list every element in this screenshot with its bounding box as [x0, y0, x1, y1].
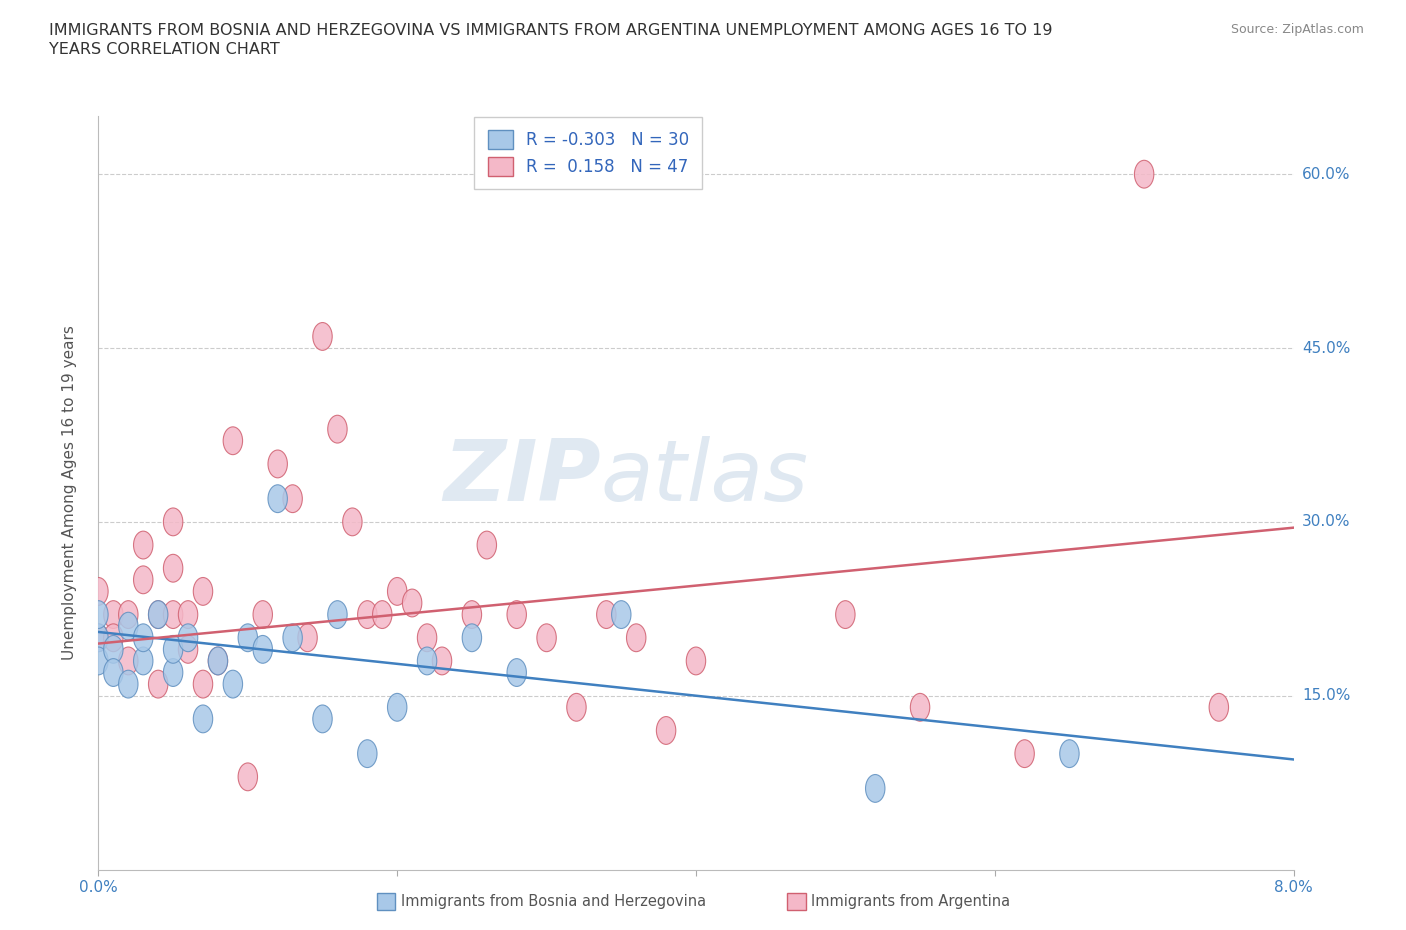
Ellipse shape [118, 671, 138, 698]
Ellipse shape [432, 647, 451, 675]
Ellipse shape [89, 601, 108, 629]
Ellipse shape [283, 624, 302, 652]
Ellipse shape [134, 647, 153, 675]
Ellipse shape [508, 658, 526, 686]
Ellipse shape [596, 601, 616, 629]
Ellipse shape [627, 624, 645, 652]
Ellipse shape [104, 635, 124, 663]
Text: atlas: atlas [600, 436, 808, 519]
Ellipse shape [104, 658, 124, 686]
Ellipse shape [537, 624, 557, 652]
Ellipse shape [835, 601, 855, 629]
Ellipse shape [104, 624, 124, 652]
Ellipse shape [149, 601, 167, 629]
Ellipse shape [373, 601, 392, 629]
Ellipse shape [328, 601, 347, 629]
Ellipse shape [238, 624, 257, 652]
Ellipse shape [1060, 739, 1080, 767]
Ellipse shape [163, 508, 183, 536]
Ellipse shape [612, 601, 631, 629]
Ellipse shape [118, 647, 138, 675]
Ellipse shape [312, 705, 332, 733]
Ellipse shape [179, 601, 198, 629]
Ellipse shape [312, 323, 332, 351]
Ellipse shape [134, 624, 153, 652]
Ellipse shape [179, 635, 198, 663]
Ellipse shape [357, 739, 377, 767]
Text: YEARS CORRELATION CHART: YEARS CORRELATION CHART [49, 42, 280, 57]
Ellipse shape [328, 416, 347, 443]
Ellipse shape [1135, 160, 1154, 188]
Ellipse shape [163, 601, 183, 629]
Ellipse shape [238, 763, 257, 790]
Text: 45.0%: 45.0% [1302, 340, 1350, 355]
Ellipse shape [89, 647, 108, 675]
Ellipse shape [208, 647, 228, 675]
Ellipse shape [283, 485, 302, 512]
Ellipse shape [253, 635, 273, 663]
Ellipse shape [910, 694, 929, 721]
Text: 60.0%: 60.0% [1302, 166, 1350, 181]
Ellipse shape [418, 647, 437, 675]
Text: ZIP: ZIP [443, 436, 600, 519]
Text: Immigrants from Argentina: Immigrants from Argentina [811, 894, 1011, 909]
Ellipse shape [163, 554, 183, 582]
Ellipse shape [134, 566, 153, 593]
Ellipse shape [1015, 739, 1035, 767]
Ellipse shape [134, 531, 153, 559]
Ellipse shape [402, 589, 422, 617]
Ellipse shape [193, 578, 212, 605]
Ellipse shape [208, 647, 228, 675]
Ellipse shape [508, 601, 526, 629]
Ellipse shape [388, 694, 406, 721]
Ellipse shape [89, 624, 108, 652]
Ellipse shape [357, 601, 377, 629]
Ellipse shape [298, 624, 318, 652]
Text: Immigrants from Bosnia and Herzegovina: Immigrants from Bosnia and Herzegovina [401, 894, 706, 909]
Ellipse shape [179, 624, 198, 652]
Ellipse shape [657, 717, 676, 744]
Ellipse shape [89, 624, 108, 652]
Ellipse shape [269, 485, 287, 512]
Ellipse shape [388, 578, 406, 605]
Ellipse shape [1209, 694, 1229, 721]
Text: Source: ZipAtlas.com: Source: ZipAtlas.com [1230, 23, 1364, 36]
Ellipse shape [463, 601, 482, 629]
Text: 30.0%: 30.0% [1302, 514, 1350, 529]
Ellipse shape [149, 671, 167, 698]
Ellipse shape [269, 450, 287, 478]
Ellipse shape [89, 578, 108, 605]
Ellipse shape [104, 601, 124, 629]
Ellipse shape [224, 427, 243, 455]
Ellipse shape [866, 775, 884, 803]
Ellipse shape [343, 508, 363, 536]
Y-axis label: Unemployment Among Ages 16 to 19 years: Unemployment Among Ages 16 to 19 years [62, 326, 77, 660]
Legend: R = -0.303   N = 30, R =  0.158   N = 47: R = -0.303 N = 30, R = 0.158 N = 47 [474, 117, 703, 190]
Ellipse shape [193, 671, 212, 698]
Ellipse shape [163, 658, 183, 686]
Ellipse shape [686, 647, 706, 675]
Text: IMMIGRANTS FROM BOSNIA AND HERZEGOVINA VS IMMIGRANTS FROM ARGENTINA UNEMPLOYMENT: IMMIGRANTS FROM BOSNIA AND HERZEGOVINA V… [49, 23, 1053, 38]
Ellipse shape [163, 635, 183, 663]
Ellipse shape [477, 531, 496, 559]
Ellipse shape [118, 612, 138, 640]
Ellipse shape [224, 671, 243, 698]
Ellipse shape [463, 624, 482, 652]
Ellipse shape [253, 601, 273, 629]
Ellipse shape [567, 694, 586, 721]
Ellipse shape [418, 624, 437, 652]
Ellipse shape [118, 601, 138, 629]
Text: 15.0%: 15.0% [1302, 688, 1350, 703]
Ellipse shape [193, 705, 212, 733]
Ellipse shape [149, 601, 167, 629]
